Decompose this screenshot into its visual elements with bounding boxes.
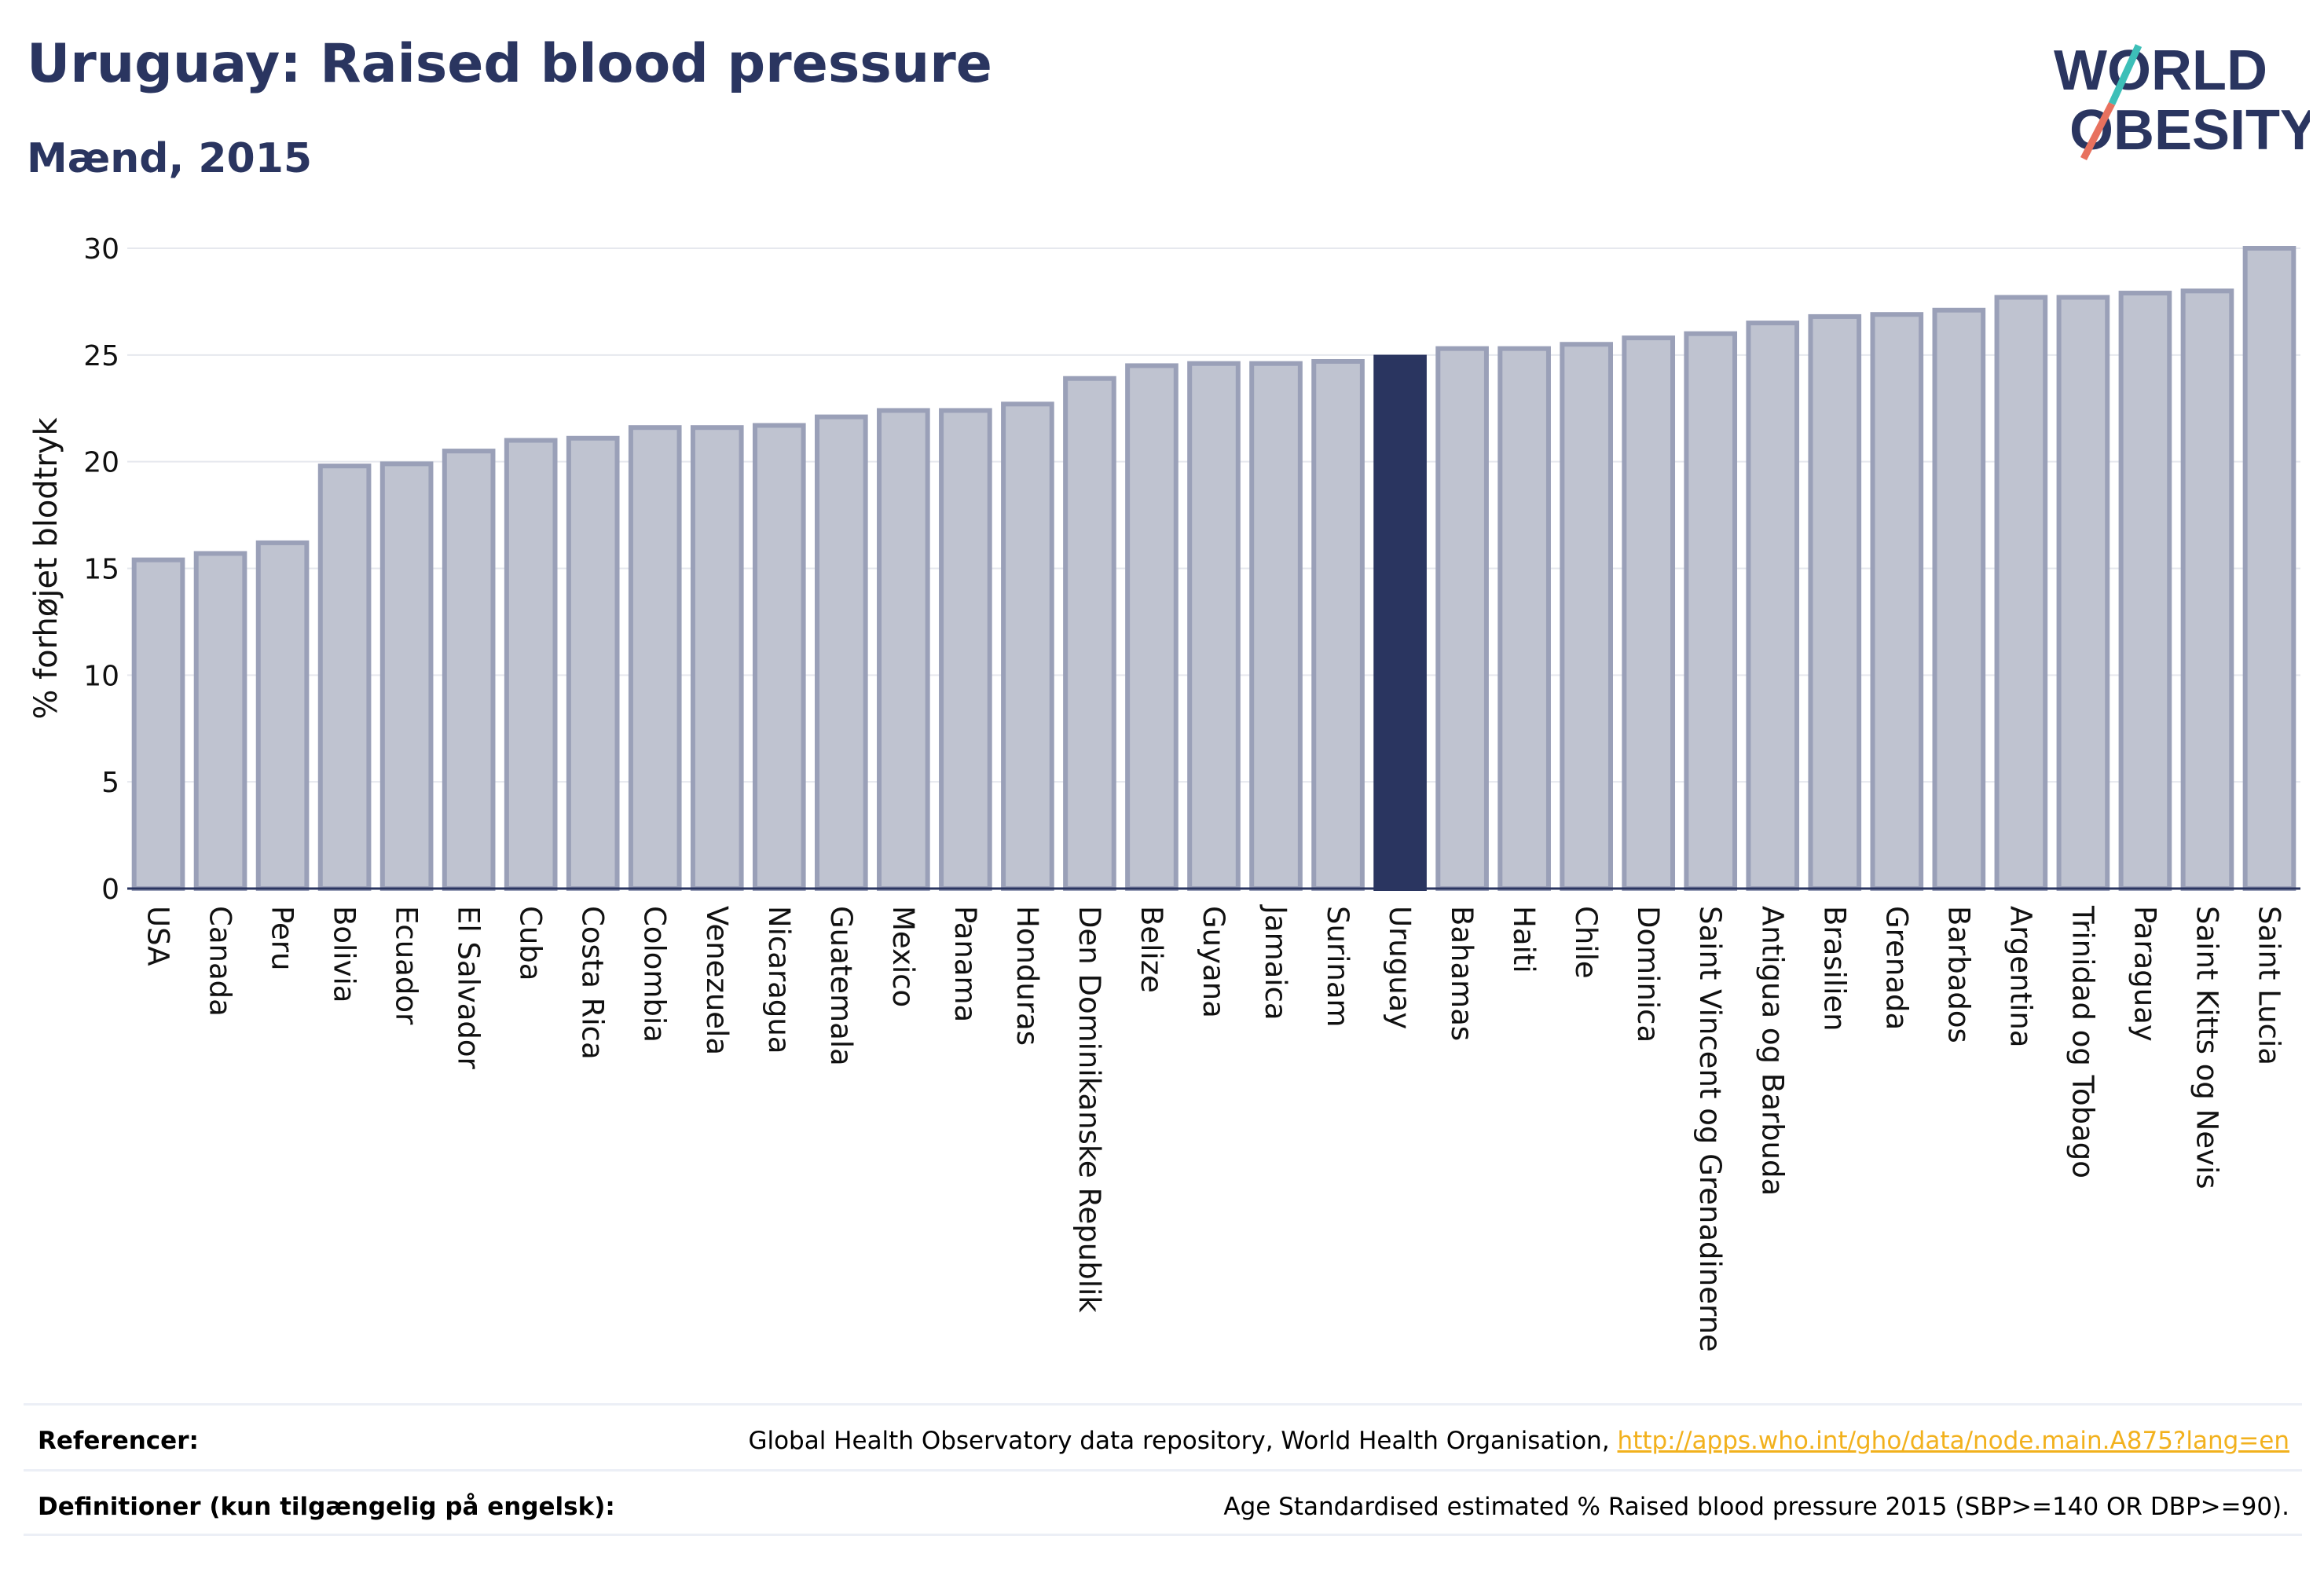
x-tick-label: Argentina: [2003, 906, 2037, 1047]
bar-grenada: [1870, 312, 1924, 891]
y-tick-label: 0: [101, 874, 119, 906]
x-tick-label: Uruguay: [1383, 906, 1417, 1029]
bar-guatemala: [815, 414, 868, 891]
x-tick-label: Trinidad og Tobago: [2066, 905, 2099, 1178]
y-tick-label: 10: [83, 660, 119, 692]
footer-divider-bottom: [24, 1534, 2302, 1536]
x-tick-label: Colombia: [638, 906, 672, 1043]
x-tick-label: Nicaragua: [762, 906, 796, 1054]
y-tick-label: 25: [83, 340, 119, 372]
x-tick-label: Haiti: [1507, 906, 1541, 973]
references-text: Global Health Observatory data repositor…: [748, 1427, 2289, 1455]
y-tick-label: 5: [101, 767, 119, 799]
bar-peru: [255, 540, 310, 892]
x-tick-label: Guyana: [1197, 906, 1230, 1018]
x-tick-label: Paraguay: [2128, 906, 2161, 1042]
bar-usa: [131, 557, 185, 892]
bar-barbados: [1932, 307, 1986, 891]
x-tick-label: Grenada: [1879, 906, 1913, 1030]
x-tick-label: Saint Lucia: [2252, 906, 2286, 1065]
bar-bahamas: [1435, 346, 1489, 891]
x-tick-label: Canada: [203, 906, 237, 1017]
logo-word-world: WORLD: [2054, 39, 2267, 102]
bar-surinam: [1311, 358, 1365, 891]
bar-saint-kitts-og-nevis: [2180, 288, 2234, 892]
x-tick-label: Chile: [1569, 906, 1603, 979]
x-tick-label: Costa Rica: [576, 906, 610, 1060]
bar-antigua-og-barbuda: [1746, 321, 1800, 892]
x-tick-label: Saint Kitts og Nevis: [2190, 906, 2223, 1189]
bar-uruguay: [1373, 354, 1427, 891]
x-tick-label: Antigua og Barbuda: [1755, 906, 1789, 1196]
x-tick-label: Mexico: [886, 906, 920, 1007]
y-tick-label: 20: [83, 447, 119, 479]
bar-saint-lucia: [2242, 246, 2297, 891]
bar-el-salvador: [442, 449, 496, 891]
bar-dominica: [1622, 335, 1676, 892]
bar-argentina: [1994, 295, 2048, 891]
y-axis-ticks: 0 5 10 15 20 25 30: [83, 233, 119, 906]
bar-jamaica: [1249, 361, 1303, 891]
x-tick-label: Cuba: [514, 906, 548, 980]
bar-guyana: [1187, 361, 1241, 891]
logo-slash-coral: [2080, 101, 2116, 161]
bar-ecuador: [379, 461, 434, 891]
x-tick-label: Den Dominikanske Republik: [1072, 906, 1106, 1313]
x-tick-label: Dominica: [1631, 906, 1665, 1043]
x-tick-label: Panama: [948, 906, 982, 1022]
x-tick-label: Belize: [1135, 906, 1168, 993]
x-tick-label: Bolivia: [328, 906, 361, 1002]
bar-chile: [1560, 342, 1613, 891]
x-tick-label: Ecuador: [390, 906, 423, 1025]
y-axis-label: % forhøjet blodtryk: [28, 417, 64, 720]
footer-divider-middle: [24, 1469, 2302, 1472]
chart-subtitle: Mænd, 2015: [27, 135, 313, 182]
x-tick-label: Honduras: [1010, 906, 1044, 1046]
x-tick-label: Peru: [266, 906, 299, 970]
bar-mexico: [877, 408, 930, 891]
bar-nicaragua: [752, 423, 806, 891]
bar-venezuela: [690, 425, 744, 891]
logo-slash-teal: [2108, 44, 2143, 105]
x-tick-label: Barbados: [1941, 906, 1975, 1043]
x-tick-label: USA: [141, 906, 175, 966]
y-tick-label: 15: [83, 554, 119, 586]
x-axis-ticks: USA Canada Peru Bolivia Ecuador El Salvador Cu…: [141, 904, 2286, 1352]
y-tick-label: 30: [83, 233, 119, 266]
bar-honduras: [1001, 401, 1054, 891]
bar-belize: [1125, 363, 1178, 891]
bar-cuba: [504, 438, 558, 891]
bar-brasilien: [1808, 313, 1862, 891]
x-tick-label: Saint Vincent og Grenadinerne: [1693, 906, 1727, 1352]
footer-divider-top: [24, 1403, 2302, 1406]
chart-title: Uruguay: Raised blood pressure: [27, 33, 992, 95]
bars: [131, 246, 2297, 892]
x-tick-label: Surinam: [1321, 906, 1354, 1028]
definitions-label: Definitioner (kun tilgængelig på engelsk…: [38, 1493, 615, 1521]
bar-saint-vincent-og-grenadinerne: [1684, 331, 1738, 891]
x-tick-label: Bahamas: [1445, 906, 1479, 1041]
x-tick-label: Venezuela: [700, 906, 734, 1055]
bar-den-dominikanske-republik: [1063, 376, 1116, 891]
x-tick-label: Jamaica: [1259, 904, 1292, 1021]
references-label: Referencer:: [38, 1427, 199, 1455]
x-tick-label: El Salvador: [452, 906, 486, 1070]
x-tick-label: Guatemala: [824, 906, 858, 1066]
bar-paraguay: [2118, 291, 2172, 891]
references-link[interactable]: http://apps.who.int/gho/data/node.main.A…: [1617, 1427, 2289, 1455]
bar-colombia: [628, 425, 682, 891]
bar-costa-rica: [566, 435, 620, 891]
definitions-text: Age Standardised estimated % Raised bloo…: [1223, 1493, 2289, 1521]
bar-panama: [939, 408, 992, 891]
bar-chart: 0 5 10 15 20 25 30 USA Canada Peru Bolivia Ecuador…: [28, 233, 2300, 1352]
world-obesity-logo: WORLD OBESITY: [2054, 39, 2310, 162]
bar-haiti: [1497, 346, 1551, 891]
x-tick-label: Brasilien: [1817, 906, 1851, 1032]
bar-trinidad-og-tobago: [2056, 295, 2110, 891]
bar-canada: [193, 551, 247, 891]
bar-bolivia: [317, 464, 372, 891]
references-source: Global Health Observatory data repositor…: [748, 1427, 1618, 1455]
